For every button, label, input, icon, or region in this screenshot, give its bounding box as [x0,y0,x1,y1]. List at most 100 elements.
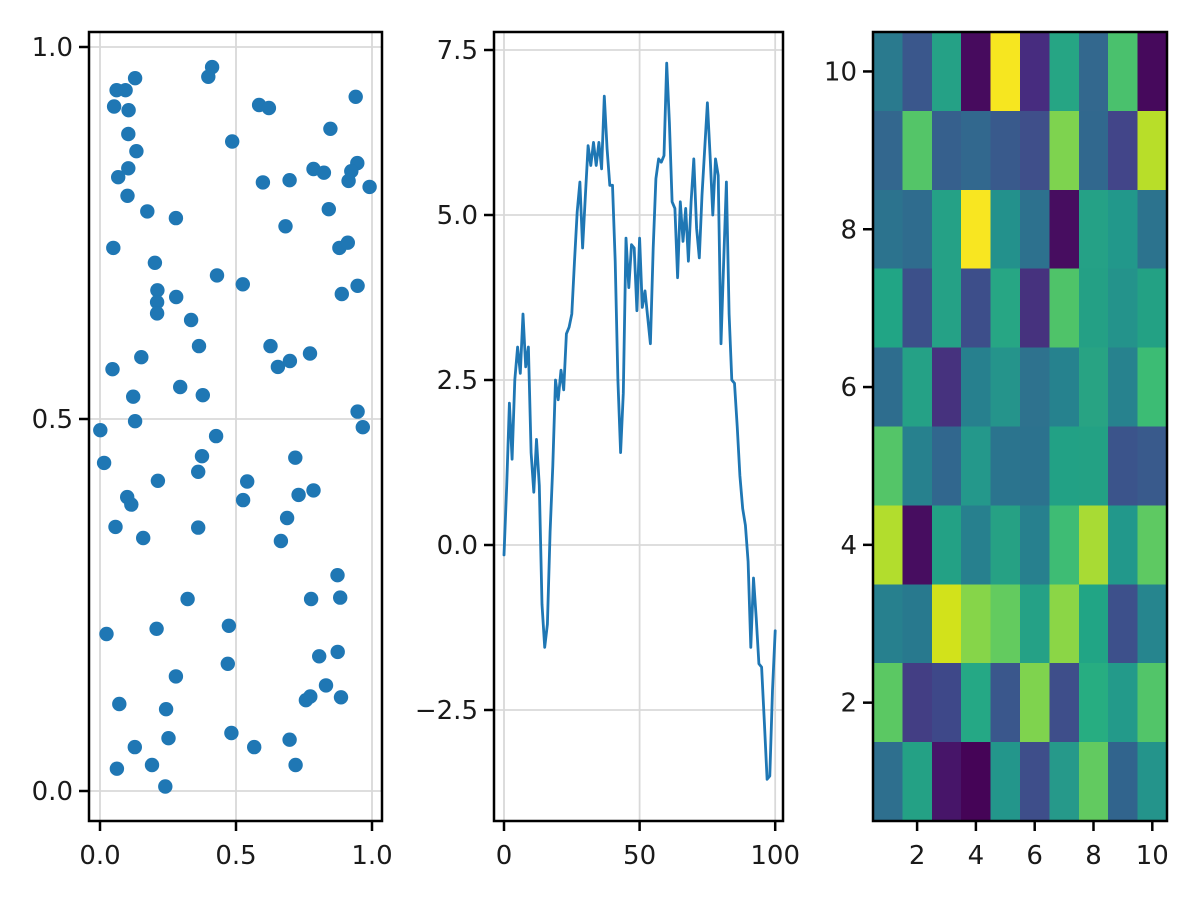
heatmap-cell [931,742,962,822]
x-tick-label: 8 [1085,841,1102,871]
heatmap-cell [1078,189,1109,270]
scatter-point [105,362,120,377]
heatmap-cell [1049,347,1080,428]
scatter-point [147,255,163,270]
heatmap-cell [931,110,962,191]
scatter-point [106,99,122,114]
scatter-point [124,497,139,512]
x-tick-label: 0 [496,841,513,871]
scatter-point [168,210,184,226]
scatter-point [158,779,173,794]
heatmap-cell [1078,110,1109,191]
heatmap-cell [1108,32,1139,112]
scatter-point [355,420,370,435]
scatter-point [111,170,126,185]
scatter-point [93,423,108,438]
scatter-point [134,350,149,365]
scatter-point [255,175,271,190]
scatter-point [140,204,155,219]
heatmap-cell [902,32,933,112]
scatter-point [129,144,144,159]
scatter-point [120,188,135,203]
heatmap-cell [1108,347,1139,428]
x-tick-label: 50 [623,841,656,871]
scatter-point [109,761,125,776]
scatter-point [288,450,303,465]
scatter-point [127,414,143,429]
y-tick-label: 8 [840,215,857,245]
scatter-point [282,353,298,369]
scatter-point [330,644,345,660]
heatmap-cell [961,32,992,112]
heatmap-cell [961,268,992,349]
heatmap-cell [961,505,992,585]
scatter-point [288,757,303,773]
heatmap-cell [931,268,962,349]
scatter-point [312,649,327,664]
scatter-point [149,621,164,636]
scatter-point [106,240,121,256]
heatmap-cell [1137,505,1168,585]
scatter-point [112,696,127,712]
scatter-point [303,591,319,607]
scatter-point [169,289,184,305]
scatter-point [149,306,165,321]
heatmap-cell [1049,742,1080,822]
scatter-point [282,732,297,747]
scatter-point [99,626,114,642]
heatmap-cell [1078,584,1109,664]
scatter-point [273,533,289,549]
heatmap-cell [1137,347,1168,428]
scatter-point [201,69,216,85]
heatmap-cell [1049,189,1080,270]
scatter-point [303,689,318,704]
line-panel: 0 50 100 7.5 5.0 2.5 0.0 −2.5 [415,30,800,871]
heatmap-cell [873,32,903,112]
heatmap-cell [1020,110,1050,191]
scatter-point [121,103,136,118]
heatmap-cell [1078,32,1109,112]
heatmap-cell [902,505,933,585]
x-tick-label: 1.0 [351,841,392,871]
heatmap-cell [961,584,992,664]
scatter-point [350,404,365,419]
heatmap-cell [873,742,903,822]
heatmap-cell [1137,189,1168,270]
heatmap-cell [1108,110,1139,191]
scatter-point [263,338,278,354]
scatter-point [261,100,277,116]
heatmap-cell [931,32,962,112]
heatmap-cell [1137,268,1168,349]
heatmap-cell [1020,505,1050,585]
heatmap-cell [1108,189,1139,270]
scatter-point [270,359,286,375]
heatmap-cell [931,426,962,506]
scatter-point [183,312,199,328]
scatter-point [334,286,349,302]
scatter-point [96,455,112,471]
heatmap-cell [990,663,1021,743]
scatter-point [127,739,142,755]
y-tick-label: 2 [840,689,857,719]
heatmap-cell [990,505,1021,585]
scatter-point [362,179,377,195]
heatmap-cell [1078,663,1109,743]
scatter-point [323,121,338,136]
scatter-point [168,669,184,684]
scatter-point [333,590,348,605]
scatter-point [127,71,143,86]
x-tick-label: 6 [1026,841,1043,871]
scatter-point [108,519,123,535]
heatmap-cell [1049,110,1080,191]
x-tick-label: 0.5 [215,841,256,871]
heatmap-cell [902,110,933,191]
heatmap-cell [931,584,962,664]
heatmap-cell [1078,426,1109,506]
heatmap-cell [1020,32,1050,112]
heatmap-cell [1137,663,1168,743]
scatter-point [321,202,336,217]
heatmap-cell [990,347,1021,428]
scatter-point [191,464,206,479]
heatmap-cell [961,189,992,270]
